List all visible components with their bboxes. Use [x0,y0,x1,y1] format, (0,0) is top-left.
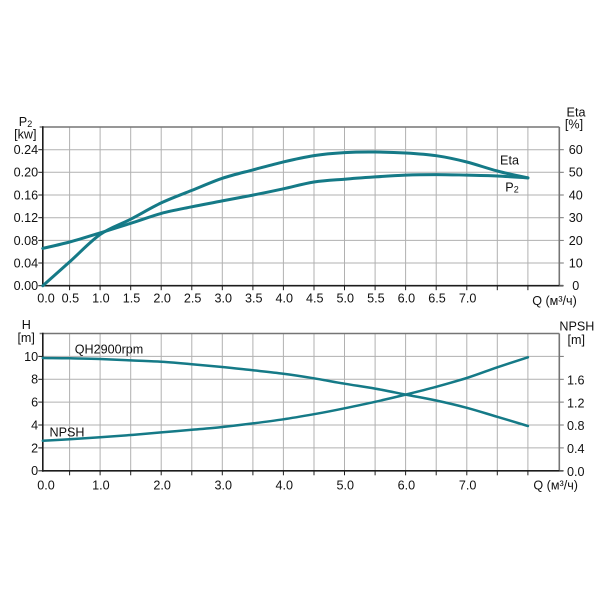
svg-text:4.0: 4.0 [275,292,293,306]
svg-text:0.0: 0.0 [567,465,585,479]
svg-text:NPSH: NPSH [559,319,594,333]
svg-text:3.0: 3.0 [214,292,232,306]
svg-text:[%]: [%] [565,118,583,132]
svg-text:2.0: 2.0 [153,479,171,493]
svg-text:6.0: 6.0 [398,292,416,306]
svg-text:[m]: [m] [17,331,35,345]
svg-text:6: 6 [31,396,38,410]
svg-text:0.04: 0.04 [14,256,39,270]
svg-text:H: H [22,318,31,332]
svg-text:4.5: 4.5 [306,292,324,306]
svg-text:3.5: 3.5 [245,292,263,306]
svg-text:Eta: Eta [500,153,519,167]
svg-text:0.20: 0.20 [14,166,39,180]
svg-text:0.4: 0.4 [567,442,585,456]
svg-text:1.5: 1.5 [123,292,141,306]
svg-text:7.0: 7.0 [459,292,477,306]
svg-text:0.12: 0.12 [14,211,39,225]
svg-text:5.5: 5.5 [367,292,385,306]
svg-text:0.00: 0.00 [14,279,39,293]
svg-text:20: 20 [569,234,583,248]
svg-text:1.0: 1.0 [92,292,110,306]
svg-text:60: 60 [569,143,583,157]
svg-text:QH2900rpm: QH2900rpm [75,342,144,356]
svg-text:5.0: 5.0 [337,292,355,306]
svg-text:2: 2 [31,441,38,455]
svg-text:0.08: 0.08 [14,234,39,248]
svg-text:6.5: 6.5 [428,292,446,306]
svg-text:0.24: 0.24 [14,143,39,157]
svg-text:6.0: 6.0 [398,479,416,493]
svg-text:P2: P2 [505,181,518,195]
svg-text:1.2: 1.2 [567,396,585,410]
svg-text:30: 30 [569,211,583,225]
svg-text:0: 0 [31,464,38,478]
svg-text:0.0: 0.0 [37,292,55,306]
svg-text:4.0: 4.0 [275,479,293,493]
svg-text:4: 4 [31,418,38,432]
svg-text:[m]: [m] [568,333,586,347]
svg-text:0.0: 0.0 [37,479,55,493]
svg-text:0.5: 0.5 [62,292,80,306]
svg-text:0.16: 0.16 [14,188,39,202]
svg-text:Q (м³/ч): Q (м³/ч) [533,478,578,492]
svg-text:3.0: 3.0 [214,479,232,493]
svg-text:7.0: 7.0 [459,479,477,493]
svg-text:10: 10 [24,350,38,364]
svg-text:1.6: 1.6 [567,374,585,388]
svg-text:8: 8 [31,373,38,387]
svg-text:10: 10 [569,256,583,270]
svg-text:0: 0 [572,279,579,293]
svg-text:50: 50 [569,166,583,180]
svg-text:[kw]: [kw] [14,128,36,142]
svg-text:2.0: 2.0 [153,292,171,306]
svg-text:P2: P2 [19,115,32,129]
svg-text:5.0: 5.0 [337,479,355,493]
svg-text:2.5: 2.5 [184,292,202,306]
svg-text:Eta: Eta [567,106,586,120]
svg-text:Q (м³/ч): Q (м³/ч) [532,294,577,308]
svg-text:1.0: 1.0 [92,479,110,493]
svg-text:0.8: 0.8 [567,419,585,433]
svg-text:NPSH: NPSH [50,426,85,440]
svg-text:40: 40 [569,188,583,202]
